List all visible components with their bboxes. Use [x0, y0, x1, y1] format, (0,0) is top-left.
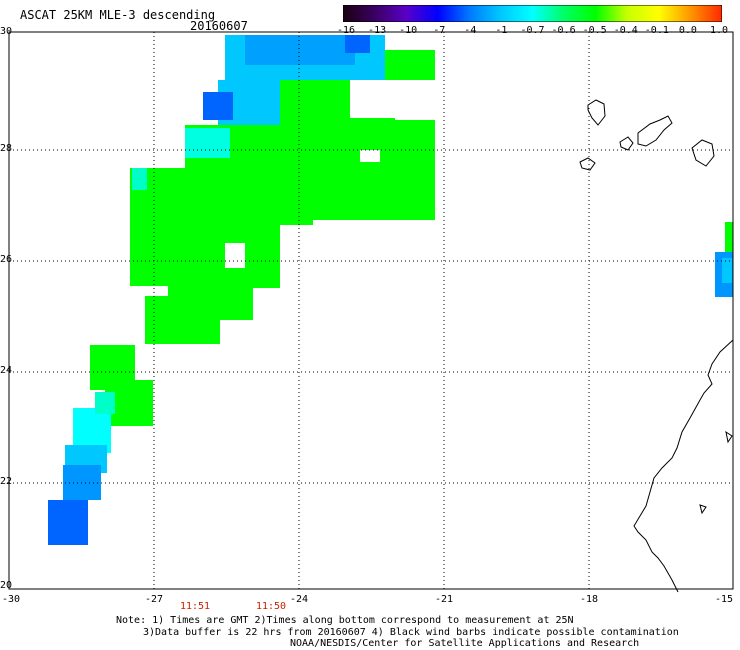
- lat-lon-grid: [9, 32, 733, 589]
- lat-label-24: 24: [0, 365, 13, 376]
- lat-label-30: 30: [0, 26, 13, 37]
- colorbar-label: -10: [399, 25, 418, 36]
- time-label-1: 11:51: [179, 601, 211, 612]
- lon-label-18: -18: [579, 594, 599, 605]
- colorbar-gradient: [343, 5, 722, 22]
- lon-label-27: -27: [144, 594, 164, 605]
- lon-label-15: -15: [714, 594, 734, 605]
- lon-label-21: -21: [434, 594, 454, 605]
- colorbar: [343, 5, 722, 22]
- lat-label-22: 22: [0, 476, 13, 487]
- lon-label-24: -24: [289, 594, 309, 605]
- colorbar-label: -0.4: [613, 25, 638, 36]
- colorbar-label: -0.1: [644, 25, 669, 36]
- note-line-1: Note: 1) Times are GMT 2)Times along bot…: [116, 615, 574, 626]
- lat-label-26: 26: [0, 254, 13, 265]
- colorbar-label: -13: [368, 25, 387, 36]
- colorbar-label: -1: [495, 25, 508, 36]
- colorbar-label: -16: [336, 25, 356, 36]
- colorbar-label: -4: [464, 25, 477, 36]
- colorbar-label: -0.7: [520, 25, 545, 36]
- note-line-2: 3)Data buffer is 22 hrs from 20160607 4)…: [143, 627, 679, 638]
- coastline: [579, 99, 734, 593]
- map-title: ASCAT 25KM MLE-3 descending: [20, 8, 216, 22]
- note-line-3: NOAA/NESDIS/Center for Satellite Applica…: [290, 638, 640, 649]
- lat-label-20: 20: [0, 580, 13, 591]
- swath-data: [48, 35, 733, 545]
- lon-label-30: -30: [1, 594, 21, 605]
- colorbar-label: 0.0: [678, 25, 697, 36]
- colorbar-label: 1.0: [709, 25, 729, 36]
- colorbar-label: -7: [433, 25, 446, 36]
- colorbar-label: -0.5: [582, 25, 607, 36]
- lat-label-28: 28: [0, 143, 13, 154]
- plot-frame: [8, 31, 734, 590]
- colorbar-label: -0.6: [551, 25, 576, 36]
- map-date: 20160607: [190, 19, 248, 33]
- time-label-2: 11:50: [255, 601, 287, 612]
